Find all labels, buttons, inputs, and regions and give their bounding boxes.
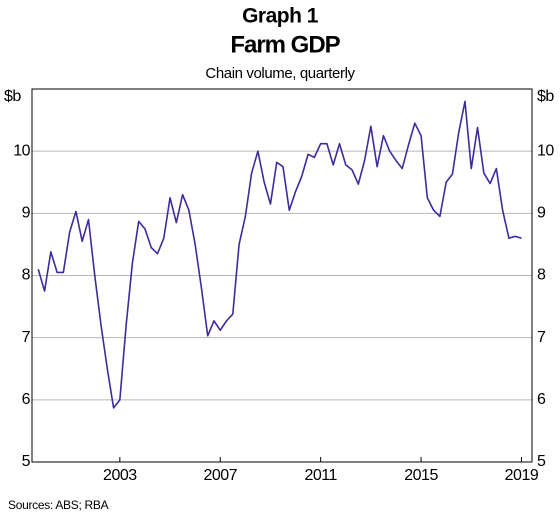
y-tick-label-right: 9 <box>537 205 546 222</box>
y-tick-label-right: 5 <box>537 453 546 470</box>
y-tick-label-left: 8 <box>22 267 31 284</box>
data-line <box>37 100 522 409</box>
x-tick-label: 2019 <box>505 467 539 484</box>
x-tick-label: 2007 <box>203 467 237 484</box>
y-tick-label-right: 8 <box>537 267 546 284</box>
y-tick-label-right: 6 <box>537 391 546 408</box>
x-tick-label: 2011 <box>304 467 337 484</box>
y-tick-label-left: 10 <box>13 142 30 159</box>
y-unit-right: $b <box>537 88 554 105</box>
chart-title: Graph 1 <box>242 5 319 28</box>
y-tick-label-right: 10 <box>537 142 554 159</box>
plot-frame <box>31 88 533 463</box>
x-tick-label: 2003 <box>103 467 137 484</box>
y-tick-label-left: 5 <box>22 453 31 470</box>
x-tick-label: 2015 <box>404 467 438 484</box>
y-tick-label-right: 7 <box>537 329 546 346</box>
y-unit-left: $b <box>4 88 21 105</box>
y-tick-label-left: 6 <box>22 391 31 408</box>
y-tick-label-left: 9 <box>22 205 31 222</box>
chart-subtitle: Farm GDP <box>230 31 340 58</box>
chart-description: Chain volume, quarterly <box>205 65 355 82</box>
source-note: Sources: ABS; RBA <box>8 498 109 512</box>
y-tick-label-left: 7 <box>22 329 31 346</box>
